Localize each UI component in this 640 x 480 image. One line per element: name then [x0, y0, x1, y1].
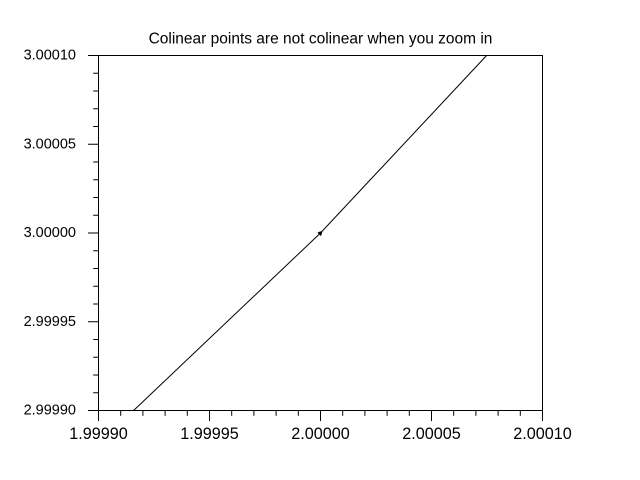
svg-text:2.00005: 2.00005 — [402, 425, 461, 443]
svg-text:1.99990: 1.99990 — [69, 425, 128, 443]
svg-text:3.00000: 3.00000 — [24, 225, 76, 241]
svg-text:2.00010: 2.00010 — [513, 425, 572, 443]
svg-text:2.00000: 2.00000 — [291, 425, 350, 443]
svg-text:Colinear points are not coline: Colinear points are not colinear when yo… — [149, 31, 493, 48]
svg-text:3.00005: 3.00005 — [24, 136, 76, 152]
svg-text:3.00010: 3.00010 — [24, 48, 76, 64]
svg-text:2.99990: 2.99990 — [24, 403, 76, 419]
svg-text:1.99995: 1.99995 — [180, 425, 239, 443]
svg-text:2.99995: 2.99995 — [24, 314, 76, 330]
